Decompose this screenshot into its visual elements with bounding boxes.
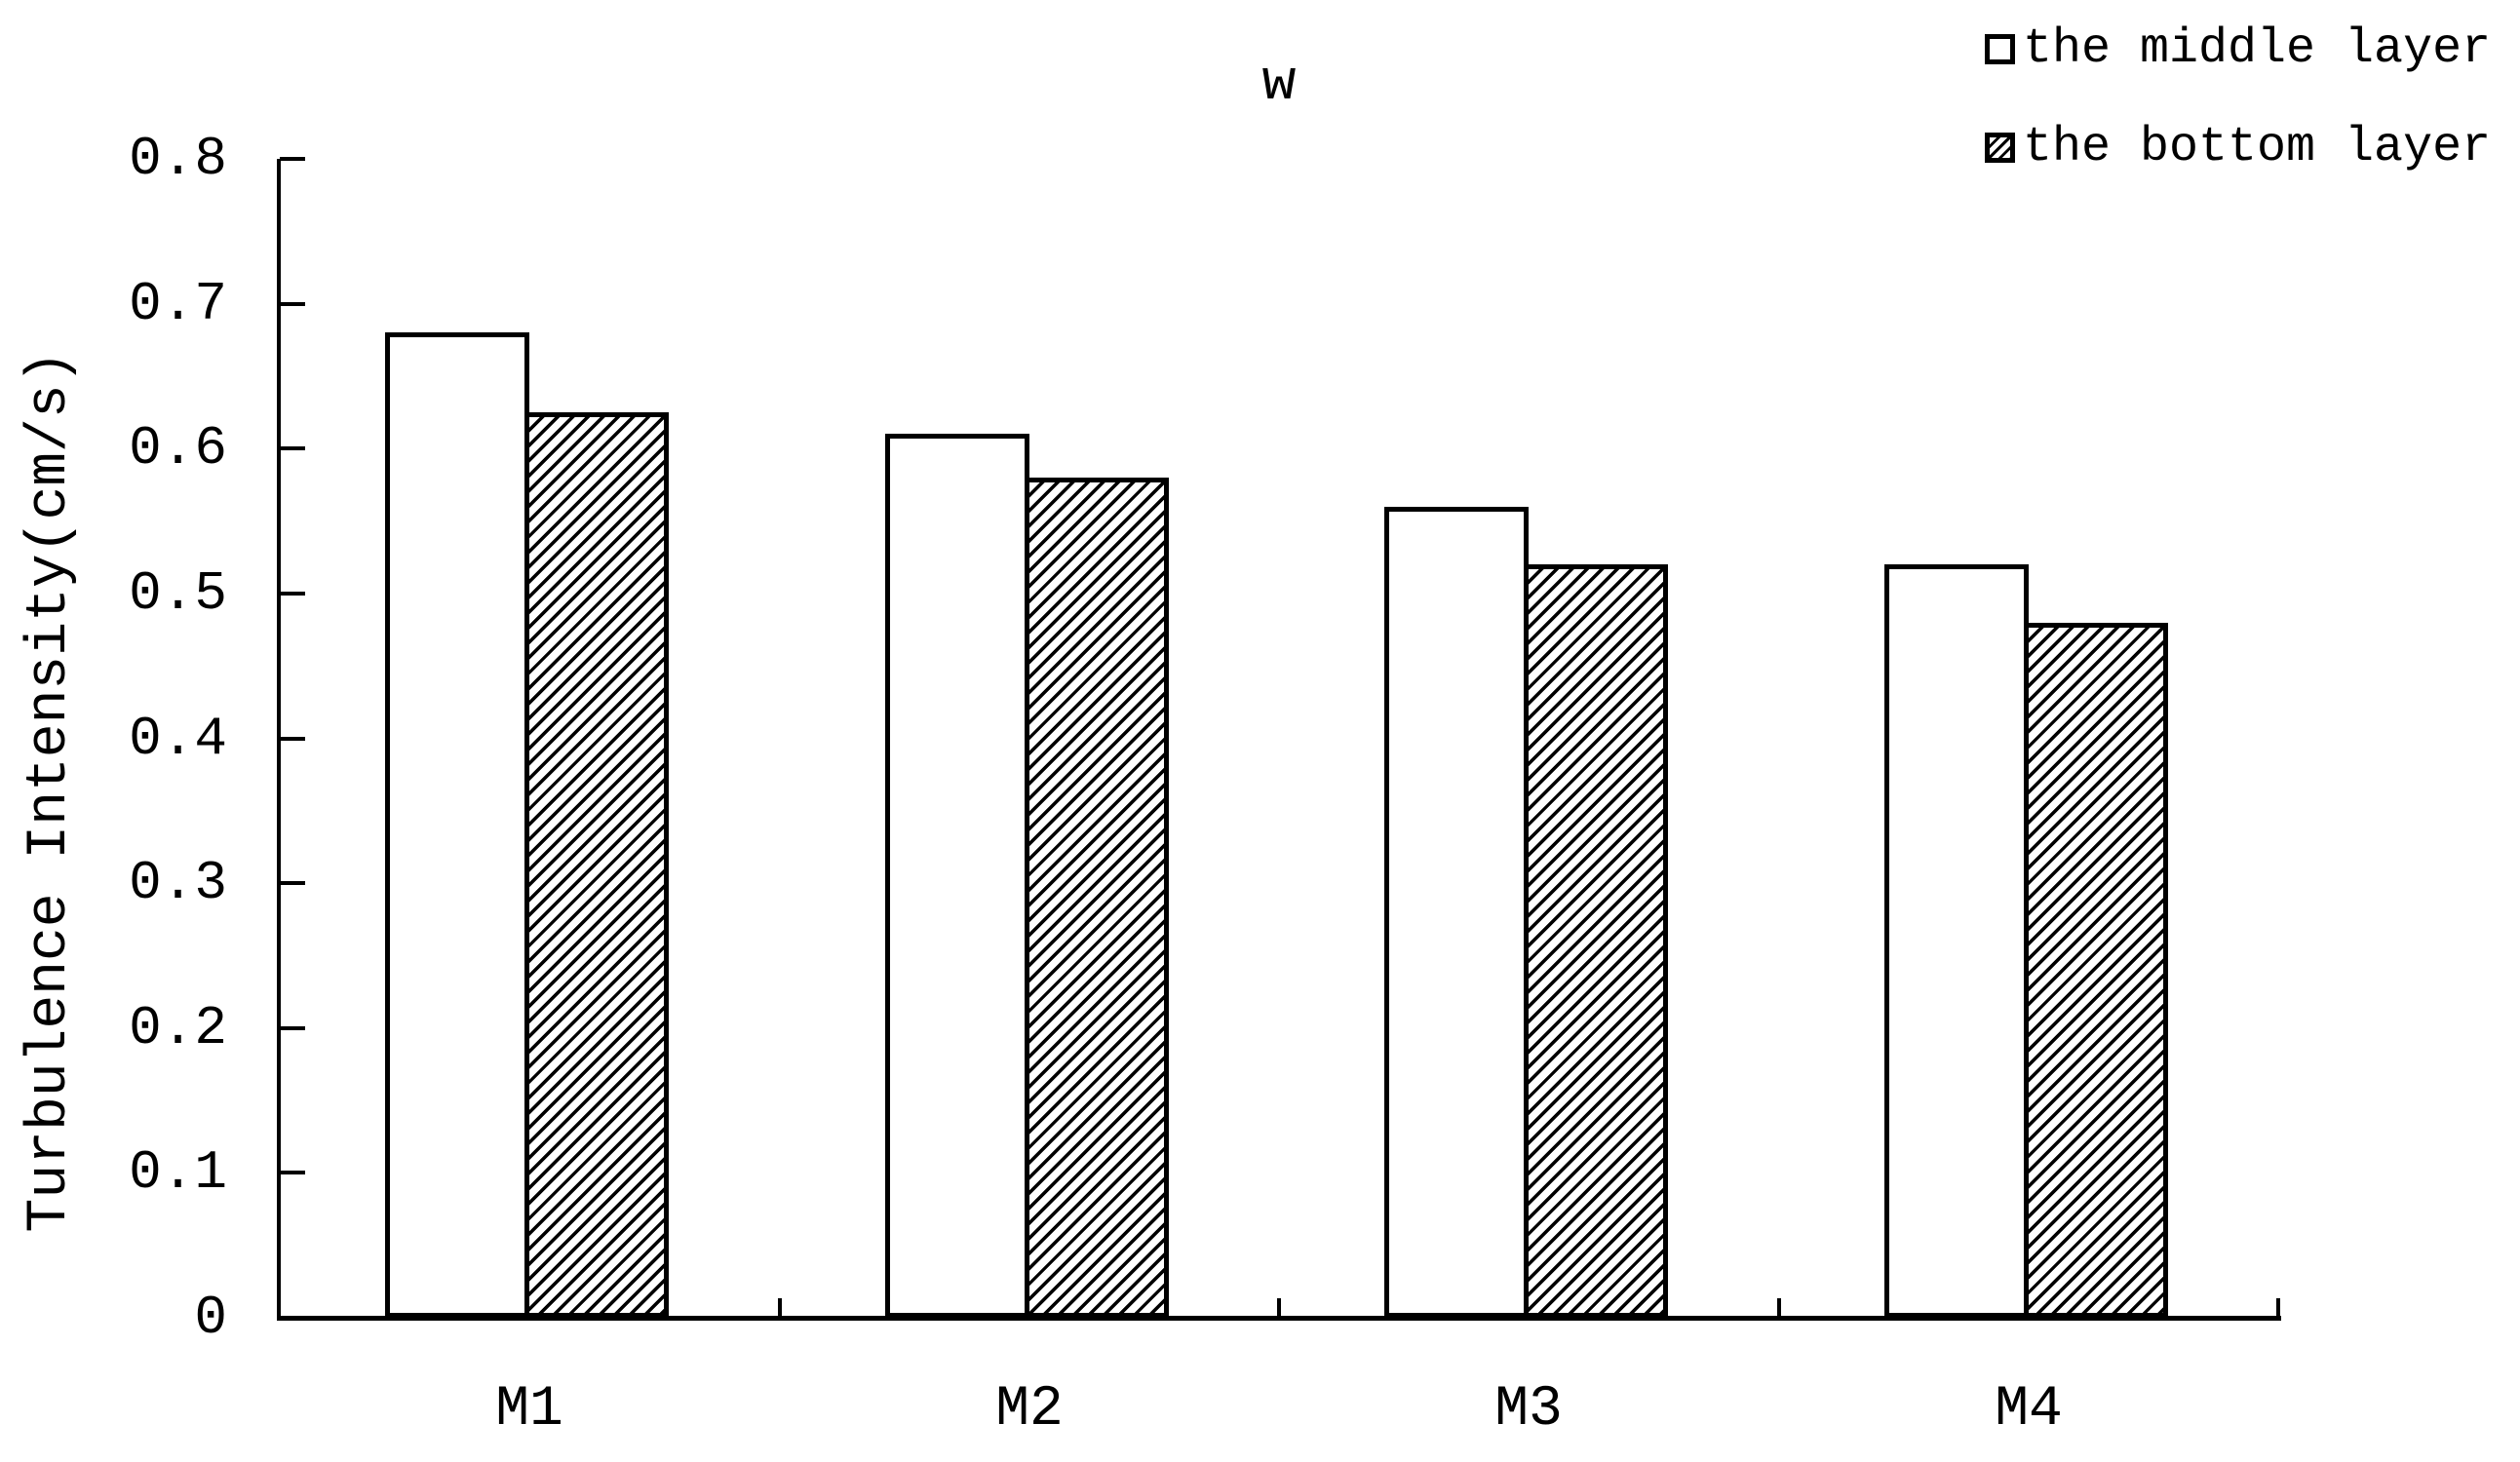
y-tick-label: 0.5 [129,562,227,625]
x-category-label: M3 [1494,1378,1563,1442]
y-tick [280,881,305,885]
y-tick-label: 0.4 [129,708,227,770]
y-tick-label: 0.7 [129,273,227,335]
x-category-label: M1 [495,1378,563,1442]
y-tick-label: 0.8 [129,128,227,190]
y-tick [280,446,305,450]
x-tick [1777,1298,1781,1318]
y-tick-label: 0.1 [129,1141,227,1204]
y-axis-line [277,159,281,1321]
bar-open-M2 [885,434,1029,1318]
legend-label: the middle layer [2023,20,2492,77]
bar-open-M1 [385,332,529,1318]
legend-row: the middle layer [1985,0,2491,98]
x-axis-line [277,1316,2281,1321]
y-tick [280,1026,305,1030]
x-category-label: M4 [1995,1378,2063,1442]
y-tick-label: 0 [194,1287,227,1349]
chart-title: w [1261,53,1297,116]
y-tick-label: 0.3 [129,852,227,914]
bar-hatched-M2 [1025,478,1169,1318]
bar-open-M3 [1384,507,1529,1318]
bar-hatched-M1 [524,412,669,1318]
bar-hatched-M4 [2024,623,2168,1318]
legend-marker-open-icon [1985,34,2015,64]
y-tick-label: 0.2 [129,997,227,1059]
bar-hatched-M3 [1524,564,1668,1318]
x-tick [2276,1298,2280,1318]
legend-label: the bottom layer [2023,119,2492,175]
x-tick [1277,1298,1281,1318]
y-tick [280,302,305,306]
bar-open-M4 [1884,564,2029,1318]
y-tick-label: 0.6 [129,417,227,480]
x-tick [778,1298,782,1318]
legend-marker-hatched-icon [1985,133,2015,163]
y-tick [280,592,305,596]
y-tick [280,157,305,161]
legend-row: the bottom layer [1985,98,2491,197]
x-category-label: M2 [995,1378,1064,1442]
y-tick [280,1171,305,1174]
y-axis-title: Turbulence Intensity(cm/s) [19,350,82,1233]
legend: the middle layer the bottom layer [1985,0,2491,197]
y-tick [280,737,305,741]
